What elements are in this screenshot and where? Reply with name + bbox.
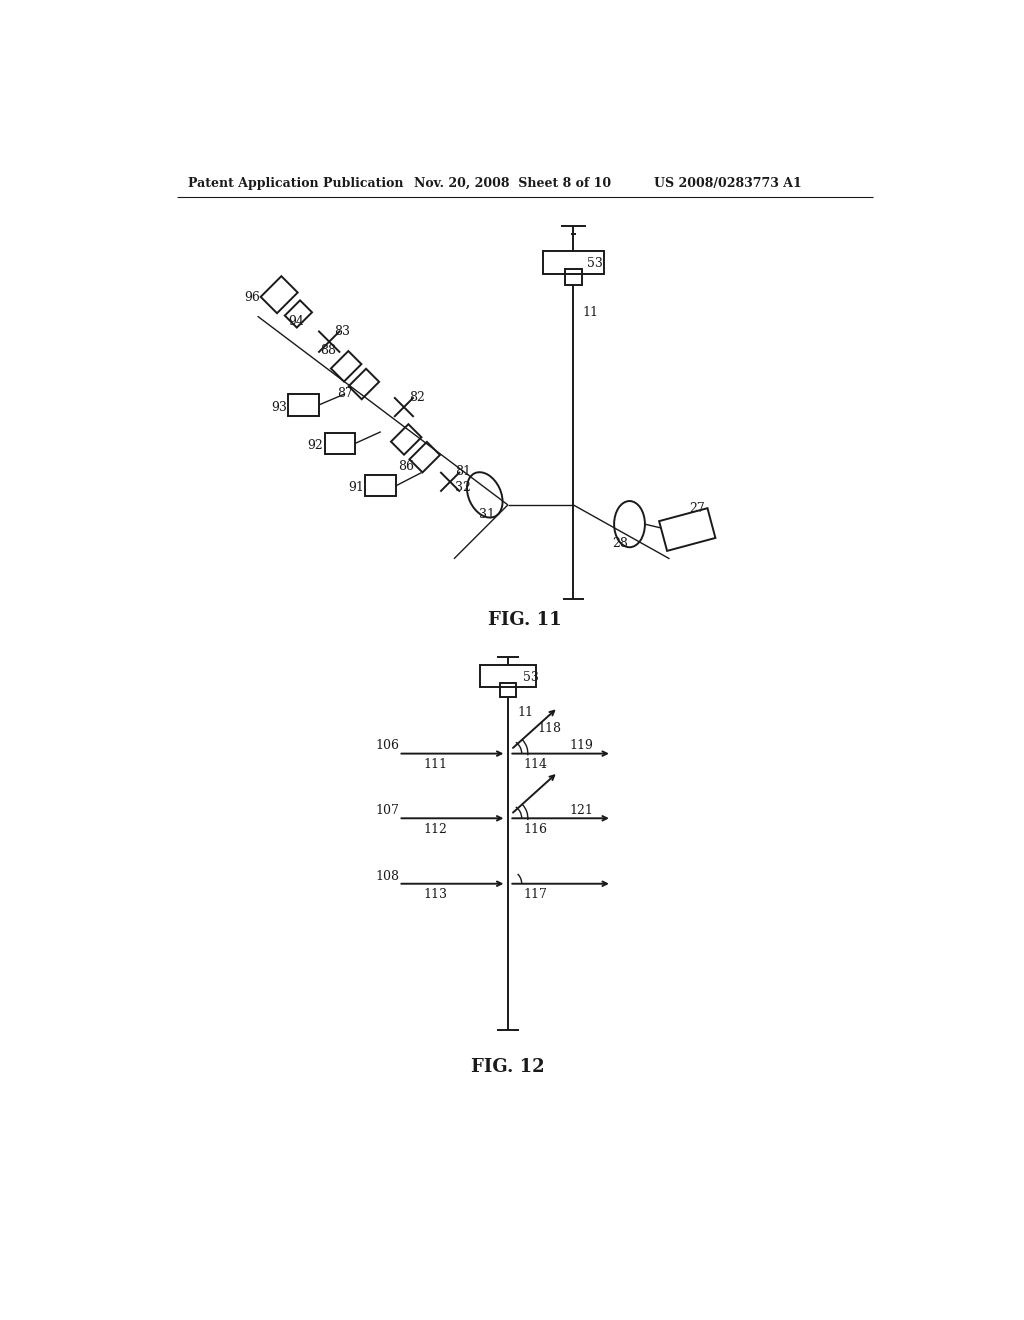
- Text: 94: 94: [289, 315, 304, 329]
- Bar: [285, 301, 312, 327]
- Text: 117: 117: [523, 888, 547, 902]
- Text: 32: 32: [456, 482, 471, 495]
- Bar: [410, 442, 440, 473]
- Text: 107: 107: [376, 804, 399, 817]
- Text: 82: 82: [410, 391, 425, 404]
- Text: 53: 53: [587, 257, 603, 271]
- Text: 111: 111: [423, 758, 447, 771]
- Text: 119: 119: [569, 739, 593, 752]
- Text: 83: 83: [335, 325, 350, 338]
- Bar: [348, 368, 379, 399]
- Text: 114: 114: [523, 758, 547, 771]
- Text: FIG. 12: FIG. 12: [471, 1059, 545, 1076]
- Text: 108: 108: [376, 870, 399, 883]
- Bar: [480, 665, 536, 686]
- Text: 116: 116: [523, 822, 547, 836]
- Text: 81: 81: [456, 465, 471, 478]
- Bar: [289, 395, 319, 416]
- Text: 93: 93: [271, 400, 288, 413]
- Text: 96: 96: [245, 290, 260, 304]
- Text: 86: 86: [398, 459, 415, 473]
- Text: 106: 106: [376, 739, 399, 752]
- Text: 53: 53: [523, 671, 539, 684]
- Bar: [325, 433, 355, 454]
- Bar: [366, 475, 396, 496]
- Bar: [565, 269, 582, 285]
- Text: Patent Application Publication: Patent Application Publication: [188, 177, 403, 190]
- Text: 118: 118: [538, 722, 561, 735]
- Text: 92: 92: [307, 440, 324, 453]
- Text: 113: 113: [423, 888, 447, 902]
- Bar: [391, 424, 422, 454]
- Text: 28: 28: [612, 537, 629, 550]
- Text: 91: 91: [348, 482, 365, 495]
- Bar: [543, 251, 604, 275]
- Text: FIG. 11: FIG. 11: [488, 611, 561, 630]
- Bar: [331, 351, 361, 381]
- Bar: [261, 276, 298, 313]
- Text: 11: 11: [517, 706, 534, 719]
- Text: Nov. 20, 2008  Sheet 8 of 10: Nov. 20, 2008 Sheet 8 of 10: [414, 177, 611, 190]
- Text: 31: 31: [478, 508, 495, 520]
- Bar: [500, 682, 515, 697]
- Text: 88: 88: [319, 345, 336, 358]
- Bar: [659, 508, 716, 550]
- Text: 112: 112: [423, 822, 447, 836]
- Text: 121: 121: [569, 804, 593, 817]
- Text: US 2008/0283773 A1: US 2008/0283773 A1: [654, 177, 802, 190]
- Text: 27: 27: [689, 502, 706, 515]
- Text: 87: 87: [337, 387, 353, 400]
- Text: 11: 11: [583, 306, 599, 319]
